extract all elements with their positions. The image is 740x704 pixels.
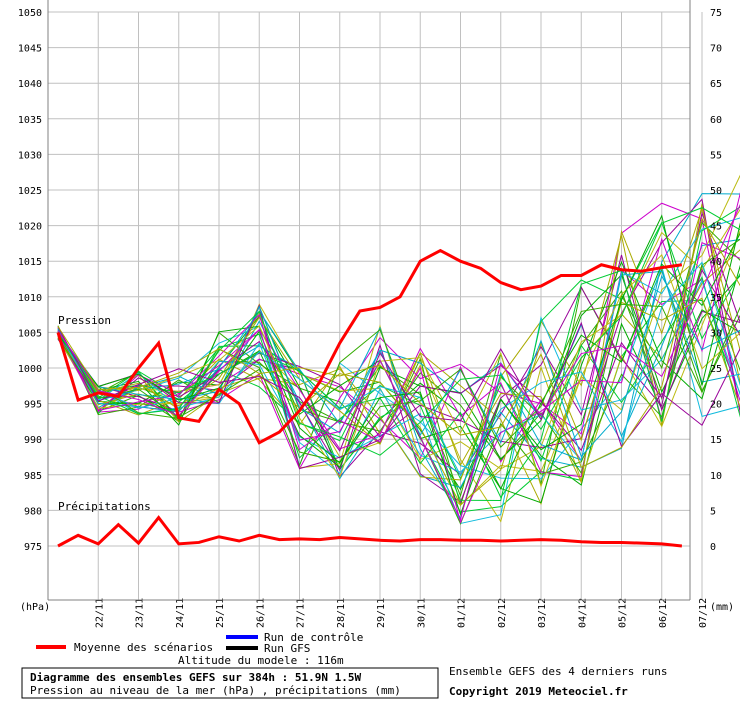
ensemble-member-pressure [57, 269, 740, 463]
right-tick-label: 15 [710, 435, 722, 446]
left-tick-label: 975 [24, 542, 42, 553]
footer-title: Diagramme des ensembles GEFS sur 384h : … [30, 671, 362, 684]
right-tick-label: 65 [710, 79, 722, 90]
ensemble-member-pressure [57, 207, 740, 484]
mean-precip-line [57, 515, 683, 548]
left-tick-label: 1010 [18, 293, 42, 304]
right-tick-label: 35 [710, 293, 722, 304]
ensemble-member-pressure [57, 203, 740, 522]
x-tick-label: 24/11 [175, 598, 186, 628]
left-tick-label: 1020 [18, 222, 42, 233]
legend-control-label: Run de contrôle [264, 631, 363, 644]
x-tick-label: 29/11 [376, 598, 387, 628]
ensemble-member-pressure [57, 274, 740, 458]
right-tick-label: 45 [710, 222, 722, 233]
footer-subtitle: Pression au niveau de la mer (hPa) , pré… [30, 684, 401, 697]
right-tick-label: 25 [710, 364, 722, 375]
right-tick-label: 5 [710, 506, 716, 517]
x-tick-label: 25/11 [215, 598, 226, 628]
left-tick-label: 1045 [18, 44, 42, 55]
left-tick-label: 995 [24, 400, 42, 411]
right-tick-label: 75 [710, 8, 722, 19]
ensemble-member-pressure [57, 202, 740, 470]
ensemble-member-pressure [57, 217, 740, 475]
left-tick-label: 1015 [18, 257, 42, 268]
left-tick-label: 1005 [18, 328, 42, 339]
x-tick-label: 22/11 [94, 598, 105, 628]
pressure-label: Pression [58, 314, 111, 327]
ensemble-member-pressure [57, 241, 740, 478]
ensemble-member-pressure [57, 273, 740, 468]
left-tick-label: 1000 [18, 364, 42, 375]
ensemble-member-pressure [57, 192, 740, 524]
ensemble-member-pressure [57, 321, 740, 452]
x-tick-label: 05/12 [618, 598, 629, 628]
x-tick-label: 03/12 [537, 598, 548, 628]
mean-pressure-line [56, 248, 683, 445]
x-tick-label: 04/12 [577, 598, 588, 628]
x-tick-label: 02/12 [497, 598, 508, 628]
right-tick-label: 60 [710, 115, 722, 126]
ensemble-member-pressure [57, 207, 740, 456]
right-tick-label: 0 [710, 542, 716, 553]
x-tick-label: 30/11 [416, 598, 427, 628]
left-tick-label: 1025 [18, 186, 42, 197]
ensemble-member-pressure [57, 297, 740, 506]
precip-label: Précipitations [58, 500, 151, 513]
right-axis-unit: (mm) [710, 602, 734, 613]
right-tick-label: 10 [710, 471, 722, 482]
legend-mean-label: Moyenne des scénarios [74, 641, 213, 654]
right-tick-label: 55 [710, 150, 722, 161]
left-tick-label: 985 [24, 471, 42, 482]
altitude-label: Altitude du modele : 116m [178, 654, 344, 667]
right-tick-label: 50 [710, 186, 722, 197]
x-tick-label: 07/12 [698, 598, 709, 628]
ensemble-members [57, 174, 740, 525]
left-tick-label: 990 [24, 435, 42, 446]
axes: 1050104510401035103010251020101510101005… [18, 0, 722, 628]
footer-box [21, 667, 439, 699]
left-tick-label: 1040 [18, 79, 42, 90]
x-tick-label: 26/11 [255, 598, 266, 628]
footer-ensemble: Ensemble GEFS des 4 derniers runs [449, 665, 668, 678]
left-tick-label: 1030 [18, 150, 42, 161]
left-axis-unit: (hPa) [20, 602, 50, 613]
ensemble-member-pressure [57, 208, 740, 470]
x-tick-label: 01/12 [457, 598, 468, 628]
right-tick-label: 70 [710, 44, 722, 55]
left-tick-label: 1050 [18, 8, 42, 19]
footer-copyright: Copyright 2019 Meteociel.fr [449, 685, 628, 698]
right-tick-label: 30 [710, 328, 722, 339]
ensemble-member-pressure [57, 279, 740, 525]
ensemble-member-pressure [57, 261, 740, 477]
x-tick-label: 23/11 [135, 598, 146, 628]
right-tick-label: 40 [710, 257, 722, 268]
ensemble-member-pressure [57, 203, 740, 481]
ensemble-member-pressure [57, 249, 740, 506]
legend-gfs-label: Run GFS [264, 642, 310, 655]
left-tick-label: 1035 [18, 115, 42, 126]
ensemble-member-pressure [57, 217, 740, 469]
ensemble-member-pressure [57, 303, 740, 463]
x-tick-label: 06/12 [658, 598, 669, 628]
mean-lines [56, 248, 683, 548]
x-tick-label: 27/11 [296, 598, 307, 628]
left-tick-label: 980 [24, 506, 42, 517]
right-tick-label: 20 [710, 400, 722, 411]
x-tick-label: 28/11 [336, 598, 347, 628]
